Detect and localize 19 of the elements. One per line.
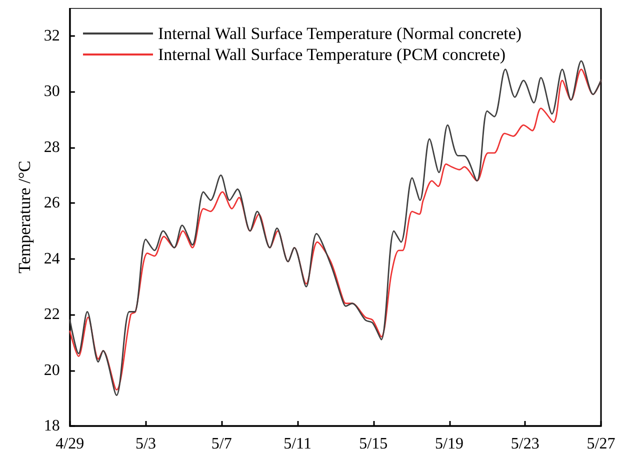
y-tick-label: 30 xyxy=(44,83,60,100)
legend-label: Internal Wall Surface Temperature (Normal concrete) xyxy=(158,24,522,43)
y-axis-title: Temperature /°C xyxy=(15,160,34,274)
y-tick-label: 18 xyxy=(44,418,60,434)
x-tick-label: 5/15 xyxy=(359,436,388,452)
y-tick-label: 22 xyxy=(44,306,60,324)
x-tick-label: 5/23 xyxy=(510,436,540,452)
x-tick-label: 5/19 xyxy=(435,436,464,452)
y-tick-label: 32 xyxy=(44,27,60,44)
y-tick-label: 26 xyxy=(44,194,60,212)
y-tick-label: 24 xyxy=(44,250,60,268)
x-tick-label: 5/11 xyxy=(284,436,312,452)
x-tick-label: 4/29 xyxy=(56,436,84,452)
y-tick-label: 20 xyxy=(44,362,60,379)
legend-label: Internal Wall Surface Temperature (PCM concrete) xyxy=(158,45,506,64)
y-tick-label: 28 xyxy=(44,138,60,156)
x-tick-label: 5/3 xyxy=(136,436,156,452)
x-tick-label: 5/27 xyxy=(586,436,616,452)
x-tick-label: 5/7 xyxy=(211,436,232,452)
